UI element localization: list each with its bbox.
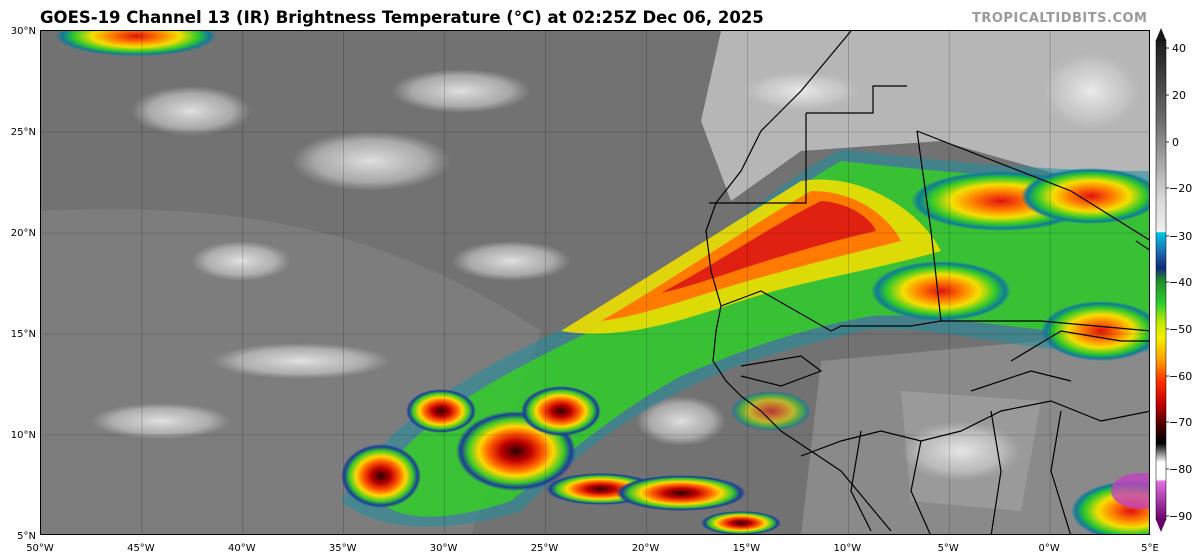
lon-label: 20°W — [632, 543, 660, 554]
colorbar-label: −40 — [1169, 276, 1192, 289]
lat-label: 15°N — [11, 329, 36, 340]
lat-label: 10°N — [11, 430, 36, 441]
colorbar-label: −50 — [1169, 323, 1192, 336]
colorbar-label: −30 — [1169, 230, 1192, 243]
site-credit: TROPICALTIDBITS.COM — [972, 11, 1148, 26]
lon-label: 40°W — [228, 543, 256, 554]
colorbar-bottom-arrow — [1156, 520, 1166, 532]
lon-label: 10°W — [833, 543, 861, 554]
lat-axis: 30°N 25°N 20°N 15°N 10°N 5°N — [11, 26, 36, 542]
colorbar-label: 40 — [1172, 42, 1186, 55]
low-clouds — [91, 51, 1141, 481]
lon-label: 5°W — [938, 543, 959, 554]
colorbar-label: −20 — [1169, 182, 1192, 195]
lon-label: 35°W — [329, 543, 357, 554]
lon-label: 45°W — [127, 543, 155, 554]
colorbar-ticks — [1166, 47, 1169, 517]
lon-label: 50°W — [26, 543, 54, 554]
lon-label: 25°W — [531, 543, 559, 554]
ir-imagery — [41, 31, 1149, 534]
lon-label: 0°W — [1038, 543, 1059, 554]
colorbar-label: −90 — [1169, 510, 1192, 523]
colorbar: 40 20 0 −20 −30 −40 −50 −60 −70 −80 −90 — [1155, 28, 1192, 532]
colorbar-gradient — [1155, 39, 1167, 521]
lon-axis: 50°W 45°W 40°W 35°W 30°W 25°W 20°W 15°W … — [26, 543, 1159, 554]
lon-label: 15°W — [733, 543, 761, 554]
lat-label: 5°N — [17, 531, 36, 542]
colorbar-label: −70 — [1169, 416, 1192, 429]
colorbar-label: −60 — [1169, 370, 1192, 383]
lon-label: 30°W — [430, 543, 458, 554]
colorbar-labels: 40 20 0 −20 −30 −40 −50 −60 −70 −80 −90 — [1169, 42, 1192, 523]
satellite-map — [40, 30, 1150, 535]
coastlines-borders — [705, 31, 1149, 534]
deep-convection-cells — [56, 31, 1149, 534]
colorbar-label: 0 — [1172, 136, 1179, 149]
graticule — [41, 31, 1149, 534]
colorbar-label: −80 — [1169, 463, 1192, 476]
map-title: GOES-19 Channel 13 (IR) Brightness Tempe… — [40, 8, 764, 27]
lat-label: 25°N — [11, 127, 36, 138]
lat-label: 30°N — [11, 26, 36, 37]
colorbar-top-arrow — [1156, 28, 1166, 40]
lat-label: 20°N — [11, 228, 36, 239]
colorbar-label: 20 — [1172, 89, 1186, 102]
